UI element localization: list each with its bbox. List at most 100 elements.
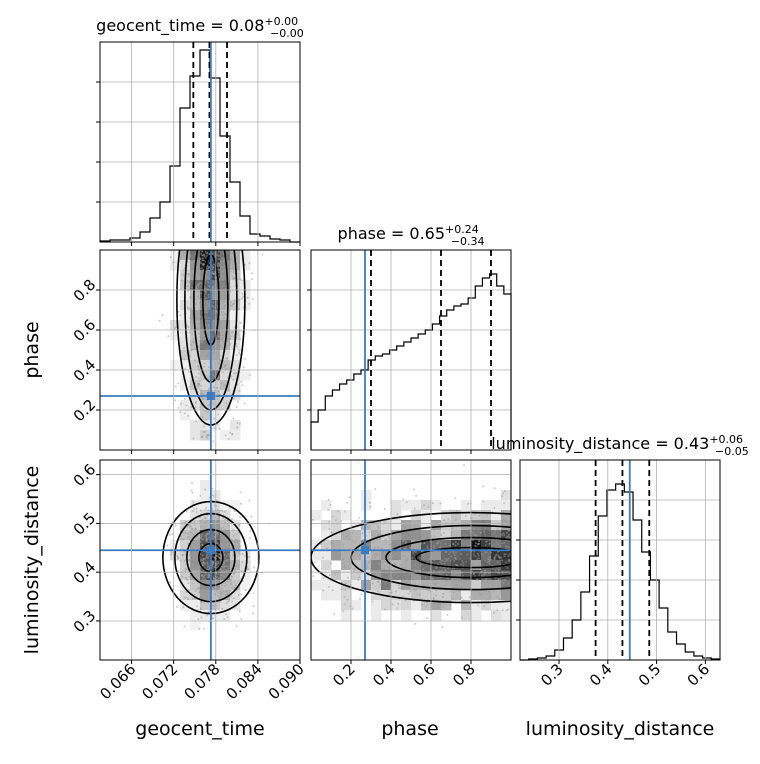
panel-geocent_time-vs-phase-sample-point	[219, 284, 222, 287]
panel-phase-vs-luminosity_distance-density-cell	[331, 580, 342, 591]
panel-geocent_time-vs-phase-sample-point	[218, 335, 221, 338]
panel-geocent_time-vs-luminosity_distance-density-cell	[210, 530, 221, 541]
panel-phase-vs-luminosity_distance-density-cell	[481, 560, 492, 571]
panel-geocent_time-vs-phase-sample-point	[212, 267, 215, 270]
panel-phase-vs-luminosity_distance-sample-point	[372, 572, 375, 575]
panel-geocent_time-vs-phase-sample-point	[179, 402, 182, 405]
panel-geocent_time-vs-luminosity_distance-sample-point	[230, 582, 233, 585]
panel-phase-vs-luminosity_distance-density-cell	[391, 580, 402, 591]
panel-phase-vs-luminosity_distance-density-cell	[381, 600, 392, 611]
hist-luminosity_distance-title: luminosity_distance = 0.43+0.06 −0.05	[491, 433, 749, 458]
panel-geocent_time-vs-phase-sample-point	[232, 263, 235, 266]
panel-geocent_time-vs-phase-sample-point	[229, 258, 232, 261]
panel-phase-vs-luminosity_distance-sample-point	[443, 531, 446, 534]
panel-geocent_time-vs-luminosity_distance-sample-point	[218, 590, 221, 593]
panel-phase-vs-luminosity_distance-sample-point	[409, 530, 412, 533]
panel-phase-vs-luminosity_distance-sample-point	[432, 598, 435, 601]
panel-geocent_time-vs-luminosity_distance-sample-point	[226, 558, 229, 561]
panel-phase-vs-luminosity_distance-sample-point	[425, 530, 428, 533]
panel-geocent_time-vs-luminosity_distance-sample-point	[227, 567, 230, 570]
panel-phase-vs-luminosity_distance-sample-point	[358, 576, 361, 579]
panel-geocent_time-vs-phase-sample-point	[205, 252, 208, 255]
panel-phase-vs-luminosity_distance-sample-point	[480, 564, 483, 567]
panel-phase-vs-luminosity_distance-sample-point	[439, 502, 442, 505]
panel-geocent_time-vs-luminosity_distance-sample-point	[190, 527, 193, 530]
panel-phase-vs-luminosity_distance-sample-point	[331, 556, 334, 559]
panel-geocent_time-vs-phase-sample-point	[226, 390, 229, 393]
panel-geocent_time-vs-phase-sample-point	[187, 370, 190, 373]
panel-geocent_time-vs-phase-sample-point	[229, 256, 232, 259]
panel-phase-vs-luminosity_distance-sample-point	[383, 508, 386, 511]
panel-geocent_time-vs-phase-sample-point	[185, 404, 188, 407]
panel-phase-vs-luminosity_distance-density-cell	[321, 590, 332, 601]
ylabel-luminosity_distance: luminosity_distance	[21, 466, 43, 655]
panel-geocent_time-vs-luminosity_distance-sample-point	[206, 580, 209, 583]
panel-phase-vs-luminosity_distance-sample-point	[394, 590, 397, 593]
panel-phase-vs-luminosity_distance-sample-point	[328, 574, 331, 577]
panel-geocent_time-vs-phase-sample-point	[203, 263, 206, 266]
panel-geocent_time-vs-luminosity_distance-sample-point	[230, 583, 233, 586]
panel-phase-vs-luminosity_distance-density-cell	[341, 510, 352, 521]
panel-phase-vs-luminosity_distance-sample-point	[452, 542, 455, 545]
panel-phase-vs-luminosity_distance-sample-point	[416, 533, 419, 536]
panel-phase-vs-luminosity_distance-sample-point	[460, 596, 463, 599]
panel-geocent_time-vs-phase-sample-point	[192, 255, 195, 258]
panel-geocent_time-vs-phase-sample-point	[189, 317, 192, 320]
panel-geocent_time-vs-luminosity_distance-sample-point	[218, 553, 221, 556]
panel-geocent_time-vs-phase-sample-point	[183, 397, 186, 400]
panel-phase-vs-luminosity_distance-sample-point	[454, 518, 457, 521]
panel-phase-vs-luminosity_distance-sample-point	[420, 532, 423, 535]
panel-phase-vs-luminosity_distance-sample-point	[505, 561, 508, 564]
panel-phase-vs-luminosity_distance-density-cell	[421, 510, 432, 521]
panel-phase-vs-luminosity_distance-sample-point	[414, 550, 417, 553]
panel-phase-vs-luminosity_distance-sample-point	[484, 559, 487, 562]
panel-geocent_time-vs-luminosity_distance-sample-point	[219, 578, 222, 581]
panel-geocent_time-vs-phase-sample-point	[212, 309, 215, 312]
panel-geocent_time-vs-phase-density-cell	[190, 380, 201, 391]
panel-phase-vs-luminosity_distance-density-cell	[441, 590, 452, 601]
panel-geocent_time-vs-phase-sample-point	[218, 354, 221, 357]
panel-phase-vs-luminosity_distance-sample-point	[391, 534, 394, 537]
panel-geocent_time-vs-phase-sample-point	[220, 382, 223, 385]
panel-geocent_time-vs-phase-sample-point	[177, 406, 180, 409]
panel-geocent_time-vs-phase-sample-point	[237, 400, 240, 403]
panel-phase-vs-luminosity_distance-density-cell	[491, 510, 502, 521]
panel-geocent_time-vs-luminosity_distance-density-cell	[200, 480, 211, 491]
panel-geocent_time-vs-luminosity_distance-sample-point	[205, 588, 208, 591]
panel-geocent_time-vs-phase-sample-point	[202, 365, 205, 368]
panel-geocent_time-vs-phase-sample-point	[206, 270, 209, 273]
panel-geocent_time-vs-luminosity_distance-sample-point	[197, 565, 200, 568]
panel-phase-vs-luminosity_distance-sample-point	[336, 510, 339, 513]
panel-geocent_time-vs-luminosity_distance-sample-point	[218, 556, 221, 559]
panel-phase-vs-luminosity_distance-sample-point	[462, 533, 465, 536]
panel-phase-vs-luminosity_distance-sample-point	[458, 579, 461, 582]
ylabel-phase: phase	[21, 321, 43, 378]
panel-geocent_time-vs-phase-sample-point	[192, 437, 195, 440]
panel-geocent_time-vs-luminosity_distance-sample-point	[217, 576, 220, 579]
panel-phase-vs-luminosity_distance-sample-point	[415, 537, 418, 540]
panel-geocent_time-vs-phase-sample-point	[202, 339, 205, 342]
panel-geocent_time-vs-phase-sample-point	[239, 321, 242, 324]
panel-geocent_time-vs-luminosity_distance-sample-point	[195, 511, 198, 514]
panel-phase-vs-luminosity_distance-density-cell	[491, 520, 502, 531]
panel-geocent_time-vs-phase-sample-point	[200, 385, 203, 388]
panel-phase-vs-luminosity_distance-sample-point	[436, 542, 439, 545]
panel-geocent_time-vs-luminosity_distance-sample-point	[183, 596, 186, 599]
panel-geocent_time-vs-phase-sample-point	[205, 254, 208, 257]
panel-phase-vs-luminosity_distance-density-cell	[501, 600, 511, 611]
panel-geocent_time-vs-luminosity_distance-sample-point	[192, 551, 195, 554]
panel-geocent_time-vs-phase-density-cell	[210, 400, 221, 411]
panel-geocent_time-vs-phase-sample-point	[183, 269, 186, 272]
panel-geocent_time-vs-phase-density-cell	[200, 350, 211, 361]
panel-phase-vs-luminosity_distance-sample-point	[346, 533, 349, 536]
panel-geocent_time-vs-phase-sample-point	[192, 272, 195, 275]
panel-phase-vs-luminosity_distance-sample-point	[488, 539, 491, 542]
panel-geocent_time-vs-luminosity_distance-sample-point	[230, 564, 233, 567]
panel-phase-vs-luminosity_distance-sample-point	[467, 582, 470, 585]
panel-phase-vs-luminosity_distance-sample-point	[499, 577, 502, 580]
panel-phase-vs-luminosity_distance-density-cell	[331, 550, 342, 561]
panel-phase-vs-luminosity_distance-density-cell	[441, 510, 452, 521]
panel-phase-vs-luminosity_distance-density-cell	[331, 520, 342, 531]
panel-phase-vs-luminosity_distance-sample-point	[377, 562, 380, 565]
panel-phase-vs-luminosity_distance-sample-point	[486, 581, 489, 584]
